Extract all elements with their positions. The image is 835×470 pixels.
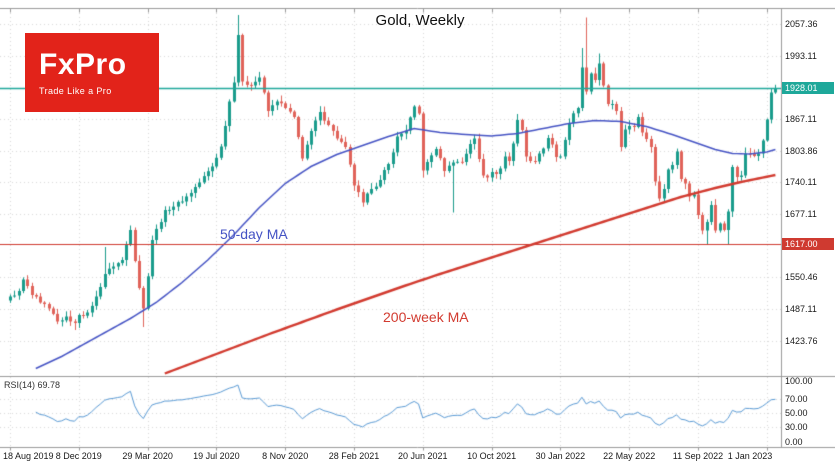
date-axis-label: 11 Sep 2022: [672, 451, 724, 461]
ma50-label: 50-day MA: [220, 226, 288, 242]
fxpro-logo-tagline: Trade Like a Pro: [39, 85, 112, 96]
date-axis-label: 10 Oct 2021: [467, 451, 517, 461]
support-price-tag: 1617.00: [782, 238, 834, 250]
date-axis-label: 1 Jan 2023: [727, 451, 773, 461]
current-price-tag: 1928.01: [782, 82, 834, 95]
rsi-axis-label: 70.00: [785, 394, 808, 405]
rsi-axis-label: 100.00: [785, 376, 813, 386]
ma200-label: 200-week MA: [383, 309, 469, 325]
date-axis-label: 19 Jul 2020: [193, 451, 240, 461]
date-axis-label: 20 Jun 2021: [398, 451, 448, 461]
date-axis-label: 8 Nov 2020: [262, 451, 309, 461]
price-axis-label: 1423.76: [785, 335, 818, 346]
price-axis-label: 1487.11: [785, 303, 817, 314]
date-axis-label: 30 Jan 2022: [535, 451, 586, 461]
rsi-axis-label: 0.00: [785, 437, 803, 447]
date-axis-label: 29 Mar 2020: [122, 451, 173, 461]
rsi-axis-label: 30.00: [785, 421, 808, 432]
date-axis-label: 22 May 2022: [603, 451, 656, 461]
rsi-axis-label: 50.00: [785, 408, 808, 418]
date-axis-label: 18 Aug 2019: [3, 451, 54, 461]
price-axis-label: 1740.11: [785, 177, 817, 188]
date-axis-label: 8 Dec 2019: [55, 451, 102, 461]
price-axis-label: 1550.46: [785, 272, 818, 283]
rsi-indicator-label: RSI(14) 69.78: [4, 380, 61, 390]
price-axis-label: 1677.11: [785, 208, 817, 219]
fxpro-logo-text: FxPro: [39, 47, 127, 81]
fxpro-logo: FxPro Trade Like a Pro: [25, 33, 159, 112]
price-axis-label: 2057.36: [785, 18, 818, 29]
chart-title: Gold, Weekly: [375, 12, 465, 29]
price-axis-label: 1803.86: [785, 145, 818, 156]
price-axis-label: 1867.11: [785, 113, 817, 124]
date-axis-label: 28 Feb 2021: [328, 451, 380, 461]
price-axis-label: 1993.11: [785, 50, 817, 61]
